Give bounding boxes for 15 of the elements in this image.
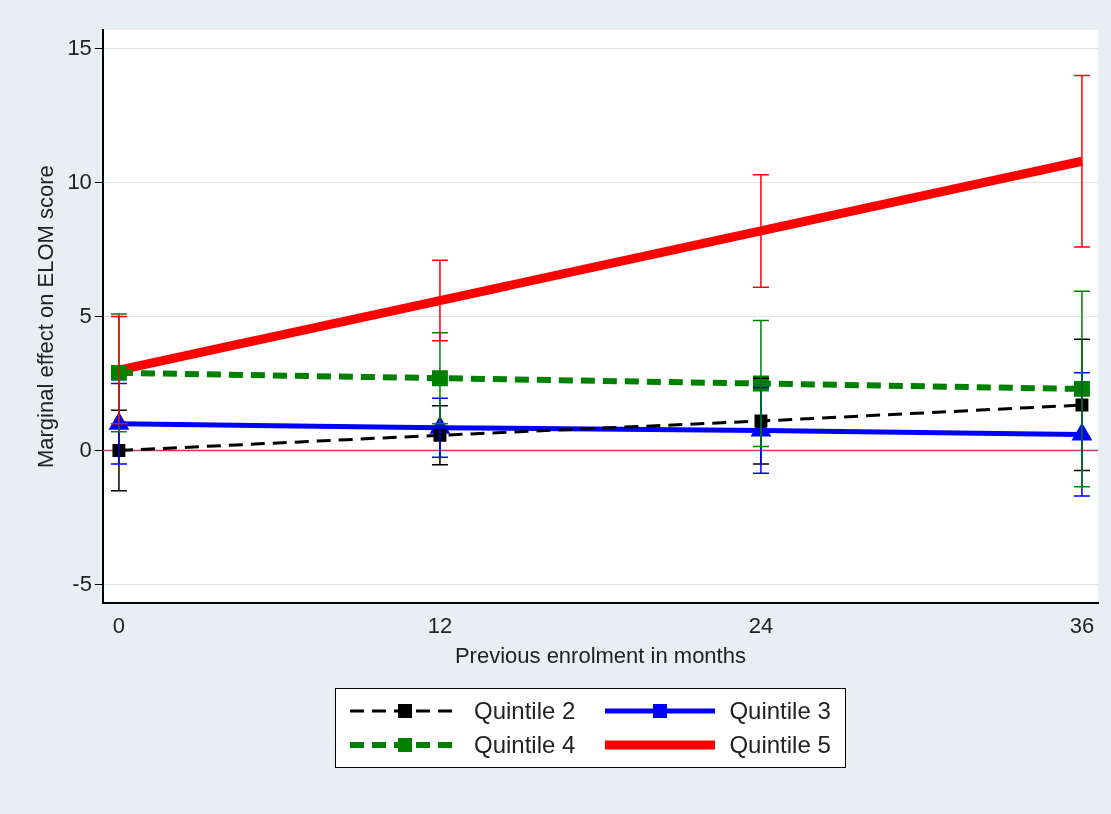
x-tick-label: 12 [427, 613, 453, 639]
x-tick-label: 0 [112, 613, 126, 639]
legend-label: Quintile 5 [729, 731, 831, 759]
y-tick-label: 5 [79, 302, 92, 328]
x-tick-label: 36 [1069, 613, 1095, 639]
y-axis-title: Marginal effect on ELOM score [33, 165, 59, 469]
y-tick-label: 10 [67, 168, 92, 194]
y-tick-label: 15 [67, 34, 92, 60]
legend-label: Quintile 3 [729, 697, 831, 725]
x-axis-title: Previous enrolment in months [454, 642, 746, 668]
legend-label: Quintile 4 [474, 731, 576, 759]
legend-label: Quintile 2 [474, 697, 576, 725]
y-tick-label: 0 [79, 436, 92, 462]
y-tick-label: -5 [72, 570, 92, 596]
x-tick-label: 24 [748, 613, 774, 639]
